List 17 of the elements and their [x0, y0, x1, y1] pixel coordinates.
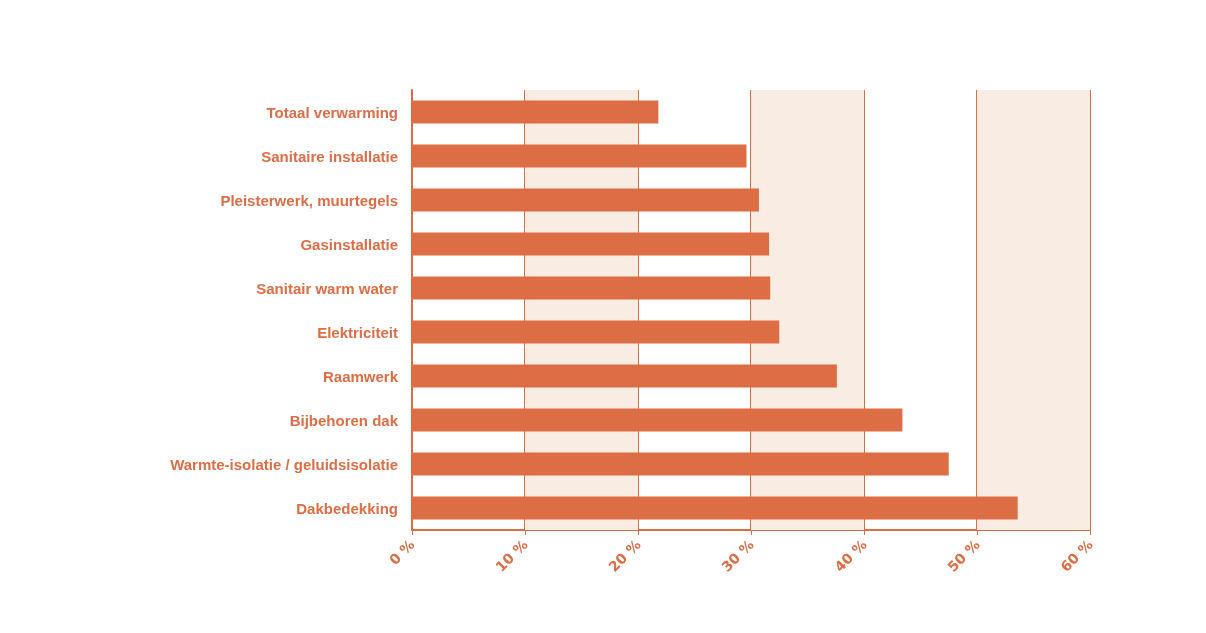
y-tick-label: Raamwerk [322, 367, 399, 385]
x-tick-label: 50 % [944, 536, 983, 575]
x-tick-label: 0 % [386, 536, 418, 568]
y-tick-label: Sanitaire installatie [261, 147, 398, 165]
y-tick-label: Pleisterwerk, muurtegels [220, 191, 398, 209]
y-tick-label: Totaal verwarming [266, 103, 398, 121]
x-tick-label: 20 % [605, 536, 644, 575]
y-tick-label: Gasinstallatie [300, 235, 398, 253]
y-tick-label: Bijbehoren dak [289, 411, 399, 429]
y-tick-label: Elektriciteit [317, 323, 398, 341]
x-tick-label: 60 % [1057, 536, 1096, 575]
x-tick-label: 30 % [718, 536, 757, 575]
y-tick-label: Dakbedekking [296, 499, 398, 517]
x-tick-label: 40 % [831, 536, 870, 575]
y-tick-label: Sanitair warm water [256, 279, 399, 297]
x-tick-label: 10 % [492, 536, 531, 575]
y-tick-label: Warmte-isolatie / geluidsisolatie [170, 455, 398, 473]
